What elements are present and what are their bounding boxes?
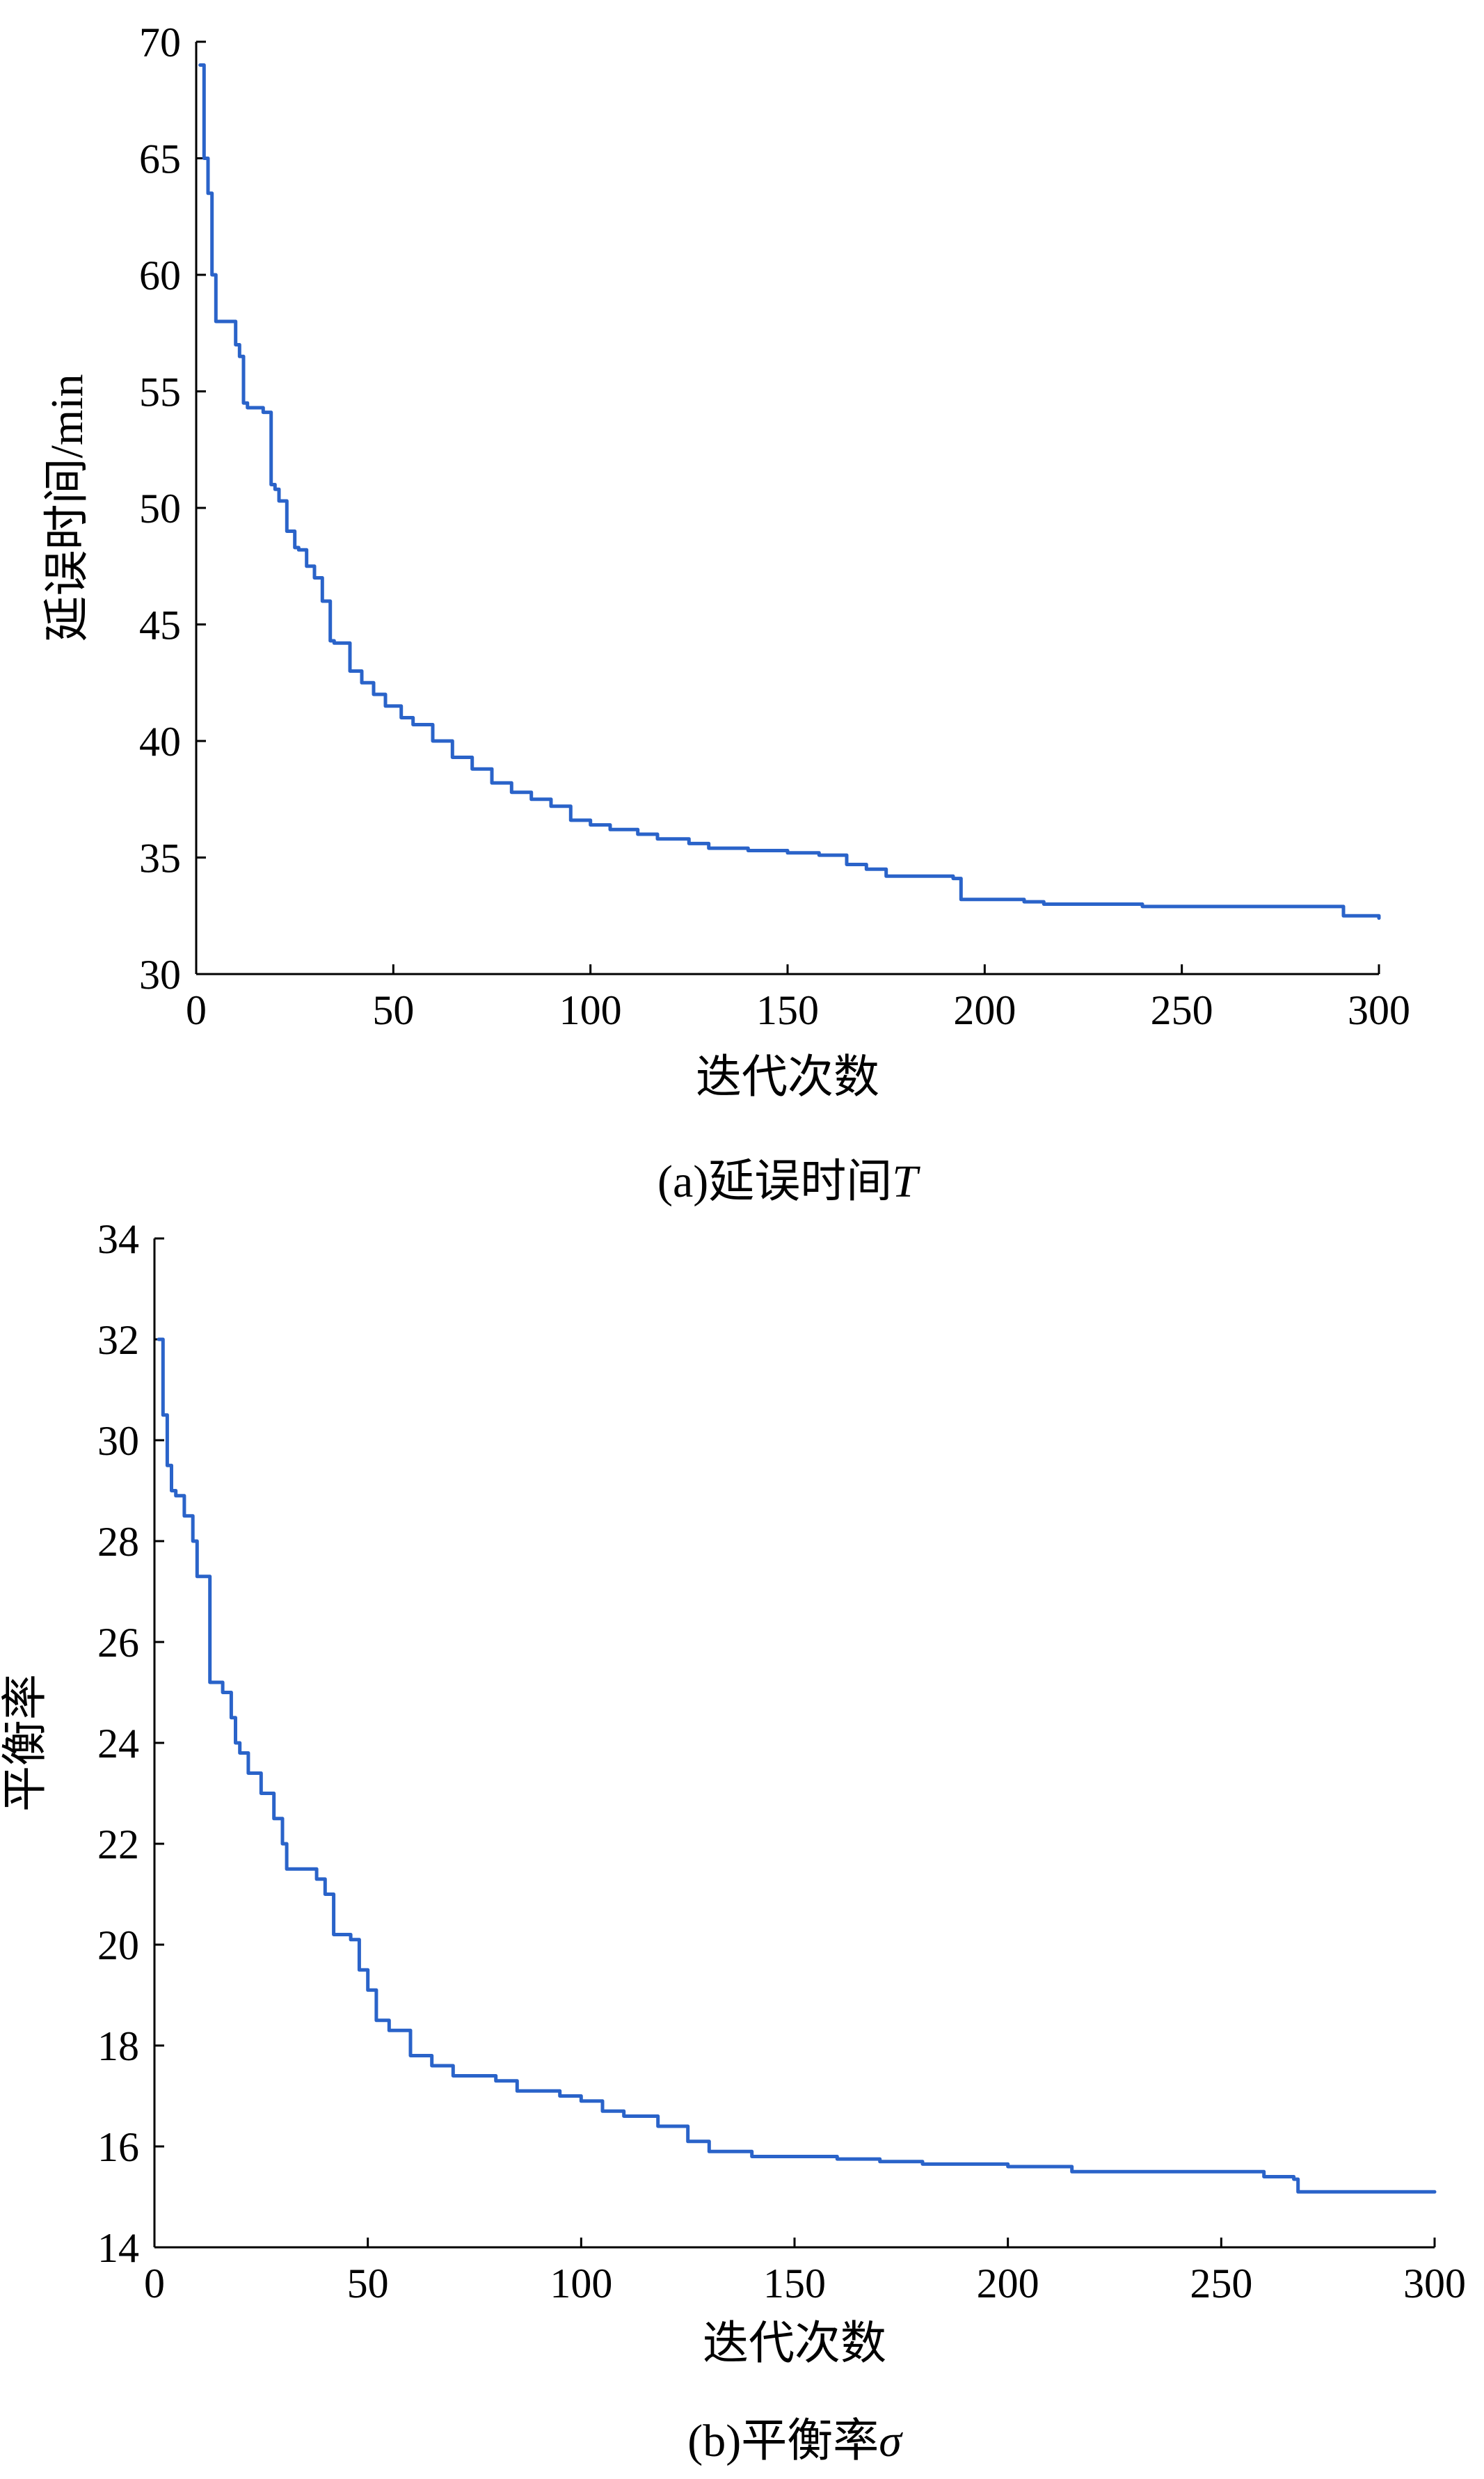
- x-tick-label: 250: [1151, 987, 1213, 1033]
- y-tick-label: 30: [97, 1418, 139, 1464]
- x-tick-label: 250: [1190, 2261, 1252, 2306]
- y-axis-label: 延误时间/min: [42, 374, 93, 641]
- x-tick-label: 50: [372, 987, 414, 1033]
- chart-caption: (b)平衡率σ: [687, 2416, 903, 2466]
- y-tick-label: 24: [97, 1721, 139, 1767]
- x-tick-label: 150: [763, 2261, 826, 2306]
- series-line: [198, 63, 1381, 920]
- x-tick-label: 100: [559, 987, 622, 1033]
- x-tick-label: 0: [144, 2261, 165, 2306]
- y-tick-label: 26: [97, 1620, 139, 1666]
- y-tick-label: 60: [139, 253, 181, 298]
- chart-caption: (a)延误时间T: [657, 1156, 920, 1207]
- y-tick-label: 65: [139, 136, 181, 182]
- y-tick-label: 16: [97, 2124, 139, 2170]
- y-axis-label: 平衡率: [0, 1674, 51, 1812]
- x-tick-label: 200: [977, 2261, 1039, 2306]
- x-tick-label: 150: [756, 987, 819, 1033]
- y-tick-label: 30: [139, 952, 181, 998]
- x-tick-label: 100: [550, 2261, 612, 2306]
- y-tick-label: 32: [97, 1317, 139, 1363]
- y-tick-label: 45: [139, 603, 181, 648]
- y-tick-label: 18: [97, 2023, 139, 2069]
- x-tick-label: 300: [1348, 987, 1410, 1033]
- x-axis-label: 迭代次数: [703, 2318, 886, 2369]
- y-tick-label: 50: [139, 486, 181, 532]
- x-tick-label: 200: [953, 987, 1016, 1033]
- x-tick-label: 50: [347, 2261, 389, 2306]
- x-tick-label: 300: [1403, 2261, 1466, 2306]
- chart-panel-b: 14 16 18 20 22 24 26 28 30 32 34 0 50 100 150 200 250 300…: [0, 1216, 1466, 2466]
- series-line: [157, 1337, 1437, 2194]
- x-axis-label: 迭代次数: [696, 1052, 879, 1103]
- y-tick-label: 14: [97, 2225, 139, 2271]
- y-tick-label: 40: [139, 719, 181, 765]
- y-tick-label: 28: [97, 1519, 139, 1565]
- x-tick-label: 0: [186, 987, 207, 1033]
- y-tick-label: 35: [139, 836, 181, 882]
- chart-panel-a: 30 35 40 45 50 55 60 65 70 0 50 100 150 200 250 300 延误时间…: [42, 19, 1410, 1207]
- y-tick-label: 22: [97, 1822, 139, 1867]
- y-tick-label: 34: [97, 1216, 139, 1262]
- y-tick-label: 70: [139, 19, 181, 65]
- y-tick-label: 20: [97, 1922, 139, 1968]
- y-tick-label: 55: [139, 369, 181, 415]
